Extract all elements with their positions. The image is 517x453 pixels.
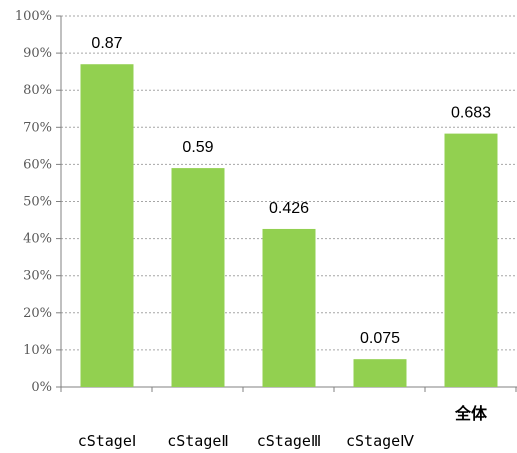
data-label: 0.426	[269, 200, 309, 217]
y-tick-label: 100%	[15, 9, 52, 24]
x-category-label: cStageⅠ	[78, 432, 137, 450]
data-label: 0.075	[360, 330, 400, 347]
x-category-label: 全体	[454, 404, 488, 423]
data-label: 0.87	[91, 35, 122, 52]
bar	[80, 64, 134, 387]
axes	[56, 15, 517, 392]
x-category-label: cStageⅣ	[346, 432, 414, 450]
bar	[171, 168, 225, 387]
y-tick-label: 40%	[23, 232, 52, 247]
labels: 0% 10% 20% 30% 40% 50% 60% 70% 80% 90% 100% 0.87 cSt…	[15, 9, 491, 450]
bar	[262, 228, 316, 387]
bar	[444, 133, 498, 387]
x-category-label: cStageⅡ	[167, 432, 229, 450]
y-tick-label: 30%	[23, 269, 52, 284]
bar	[353, 359, 407, 387]
y-tick-label: 10%	[23, 343, 52, 358]
data-label: 0.683	[451, 105, 491, 122]
bars	[80, 64, 498, 387]
y-tick-label: 0%	[31, 380, 52, 395]
gridlines	[61, 15, 517, 351]
y-tick-label: 50%	[23, 195, 52, 210]
y-tick-label: 20%	[23, 306, 52, 321]
data-label: 0.59	[182, 139, 213, 156]
y-tick-label: 70%	[23, 120, 52, 135]
x-category-label: cStageⅢ	[257, 432, 322, 450]
y-tick-label: 90%	[23, 46, 52, 61]
y-tick-label: 60%	[23, 157, 52, 172]
y-tick-label: 80%	[23, 83, 52, 98]
